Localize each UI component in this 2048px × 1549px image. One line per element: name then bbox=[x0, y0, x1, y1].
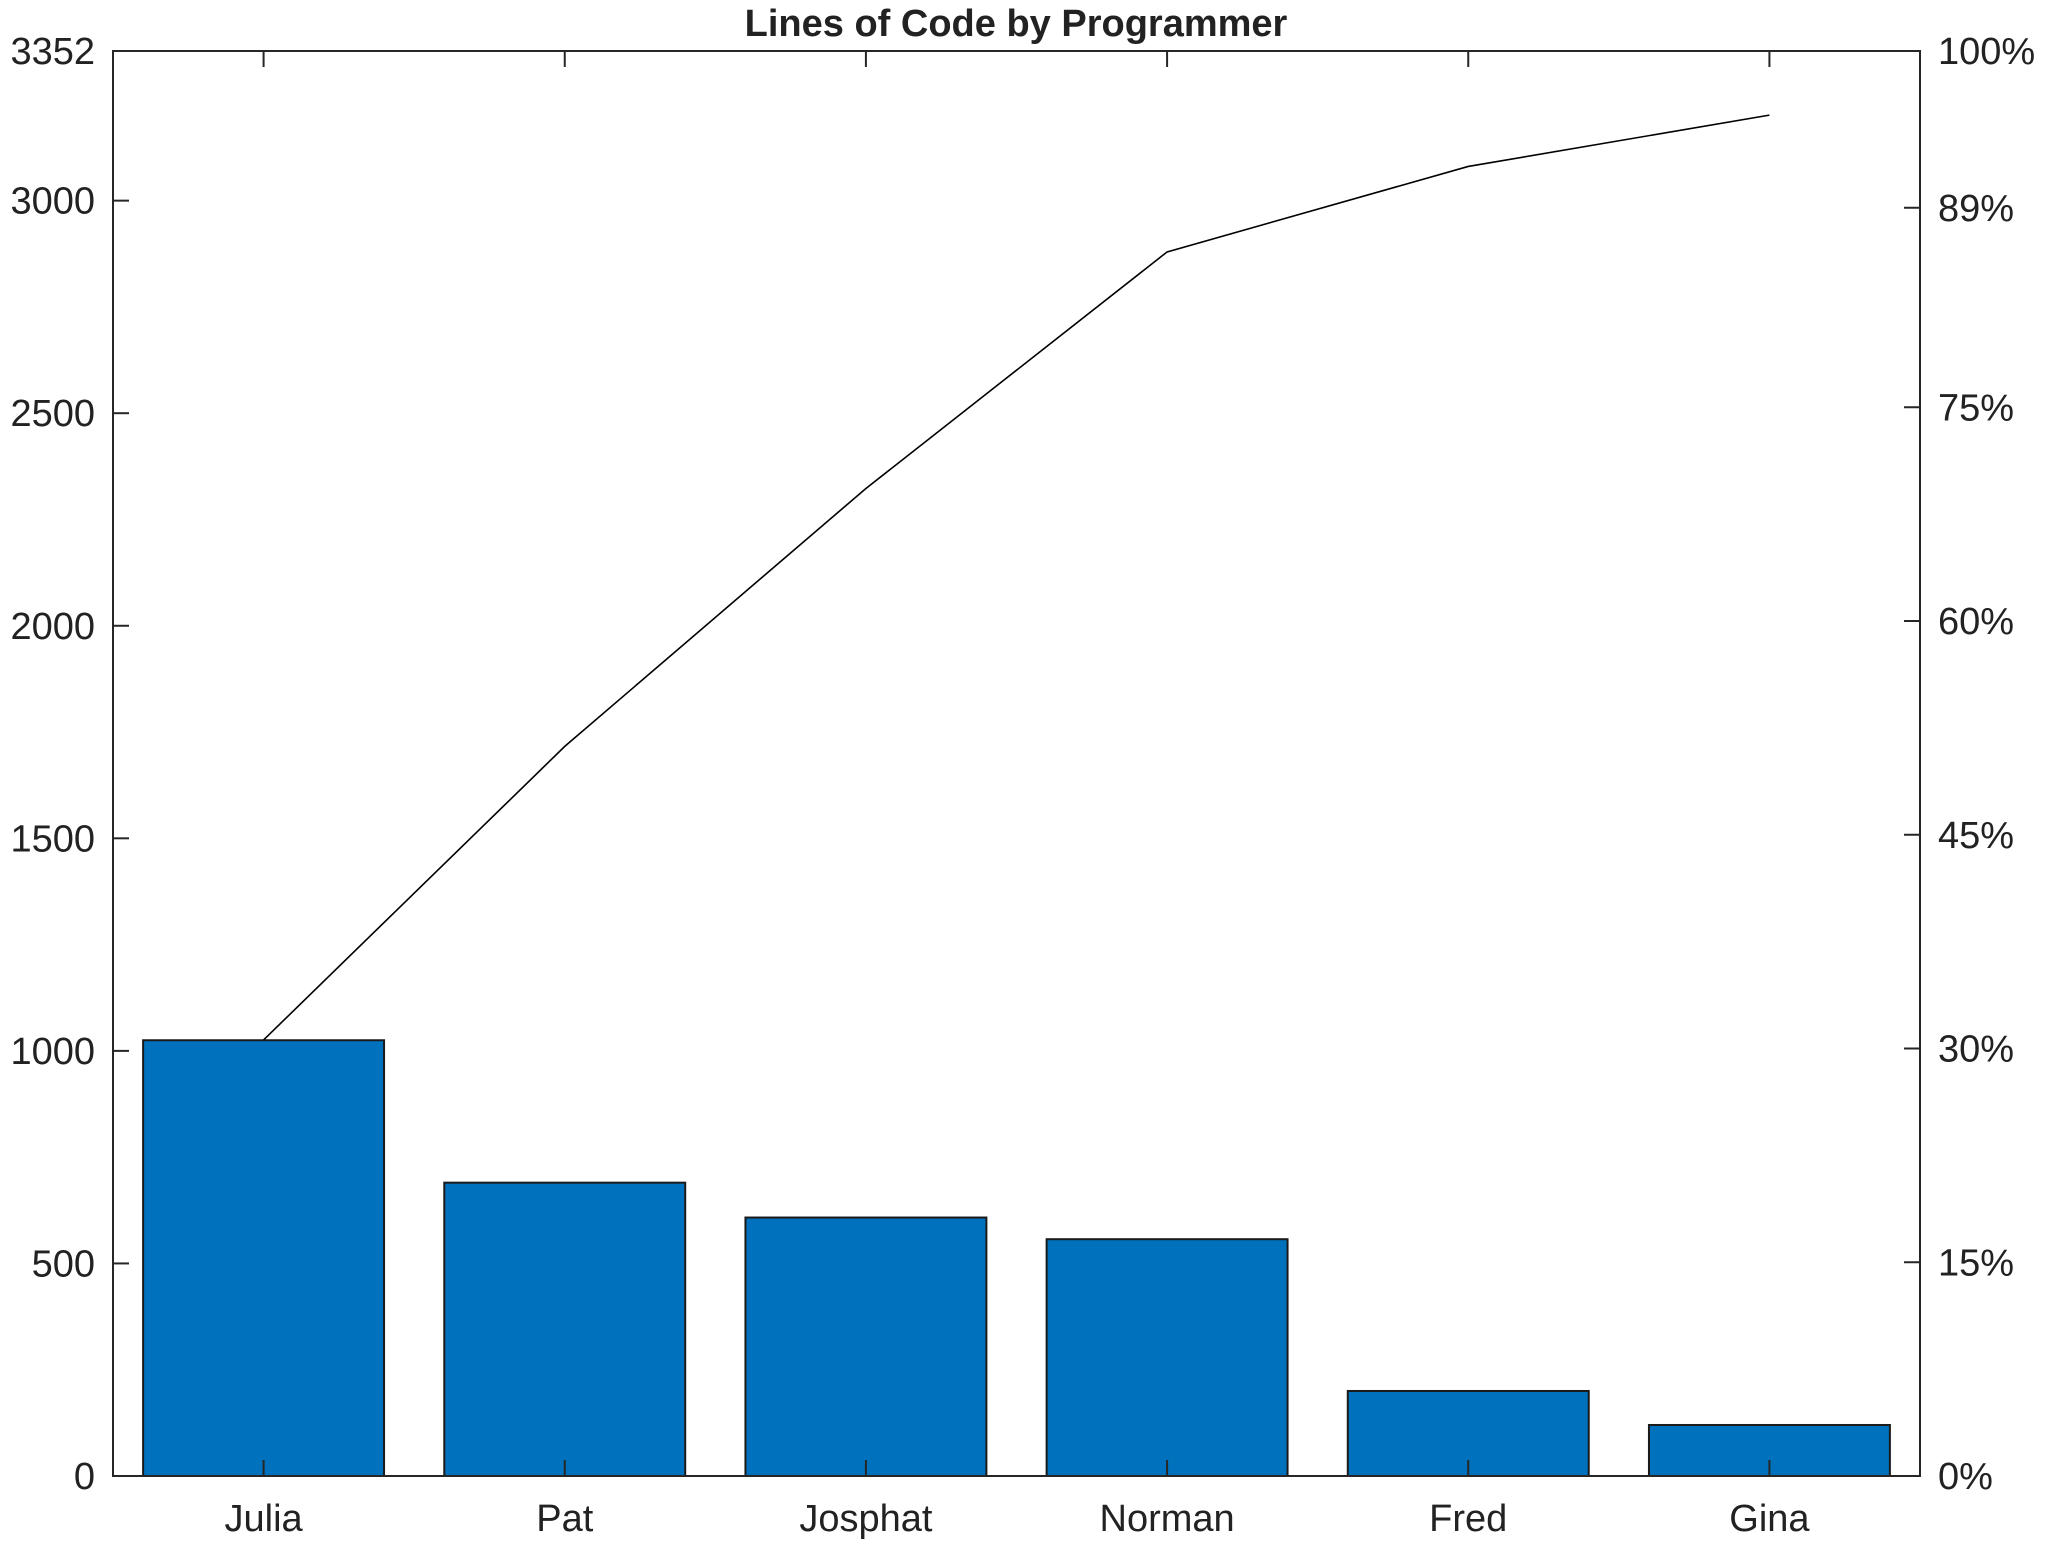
y2-tick-label: 89% bbox=[1938, 188, 2014, 230]
y2-tick-label: 100% bbox=[1938, 31, 2035, 73]
bar-norman bbox=[1045, 1238, 1289, 1477]
x-tick-label: Gina bbox=[1729, 1498, 1810, 1540]
x-tick-label: Josphat bbox=[799, 1498, 933, 1540]
y2-tick-label: 30% bbox=[1938, 1029, 2014, 1071]
y-tick-label: 2500 bbox=[10, 393, 95, 435]
y-tick-label: 1000 bbox=[10, 1031, 95, 1073]
bars-layer bbox=[142, 1039, 1891, 1478]
y2-tick-label: 75% bbox=[1938, 387, 2014, 429]
y-tick-label: 0 bbox=[74, 1456, 95, 1498]
x-tick-label: Julia bbox=[225, 1498, 304, 1540]
y-tick-label: 2000 bbox=[10, 606, 95, 648]
bar-pat bbox=[443, 1181, 687, 1477]
y2-tick-label: 15% bbox=[1938, 1242, 2014, 1284]
chart-title: Lines of Code by Programmer bbox=[745, 3, 1288, 45]
cumulative-percent-line bbox=[263, 114, 1770, 1041]
y-tick-label: 3000 bbox=[10, 181, 95, 223]
y2-tick-label: 60% bbox=[1938, 601, 2014, 643]
x-tick-label: Pat bbox=[536, 1498, 593, 1540]
x-tick-label: Fred bbox=[1429, 1498, 1507, 1540]
bar-josphat bbox=[744, 1216, 988, 1478]
y2-tick-label: 45% bbox=[1938, 815, 2014, 857]
y-tick-label: 500 bbox=[32, 1243, 95, 1285]
x-tick-label: Norman bbox=[1100, 1498, 1235, 1540]
y-tick-label: 1500 bbox=[10, 818, 95, 860]
y2-tick-label: 0% bbox=[1938, 1456, 1993, 1498]
cumulative-line-layer bbox=[263, 114, 1770, 1041]
tick-labels-layer: 0 500 1000 1500 2000 2500 3000 3352 0% 15% 30% 45% 6… bbox=[10, 31, 2035, 1540]
plot-box bbox=[112, 50, 1921, 1477]
axes-layer bbox=[112, 50, 1921, 1477]
bar-julia bbox=[142, 1039, 386, 1477]
y-tick-label: 3352 bbox=[10, 31, 95, 73]
